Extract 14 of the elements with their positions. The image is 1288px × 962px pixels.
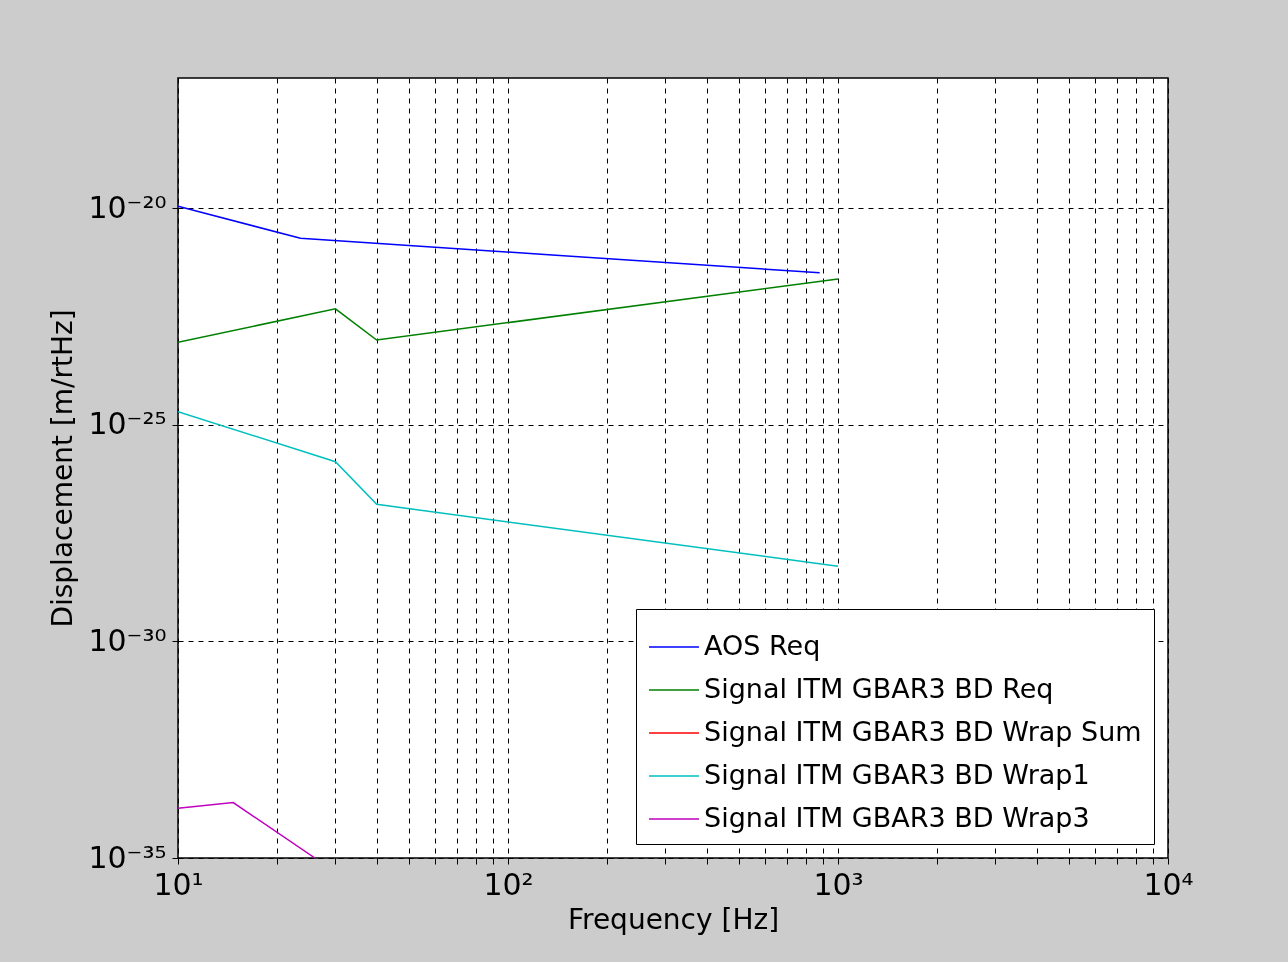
- x-tick-label: 10¹: [153, 866, 204, 902]
- x-tick-label: 10⁴: [1143, 866, 1194, 902]
- legend-label: Signal ITM GBAR3 BD Req: [704, 673, 1054, 704]
- y-tick-label: 10⁻²⁰: [88, 189, 167, 225]
- legend-label: Signal ITM GBAR3 BD Wrap1: [704, 759, 1090, 790]
- y-tick-label: 10⁻³⁰: [88, 622, 167, 658]
- x-tick-label: 10²: [483, 866, 534, 902]
- legend-label: AOS Req: [704, 630, 821, 661]
- legend-label: Signal ITM GBAR3 BD Wrap3: [704, 802, 1090, 833]
- y-tick-label: 10⁻²⁵: [88, 406, 167, 442]
- y-axis-title: Displacement [m/rtHz]: [46, 309, 80, 628]
- legend-label: Signal ITM GBAR3 BD Wrap Sum: [704, 716, 1142, 747]
- x-tick-label: 10³: [813, 866, 864, 902]
- x-axis-title: Frequency [Hz]: [567, 902, 780, 936]
